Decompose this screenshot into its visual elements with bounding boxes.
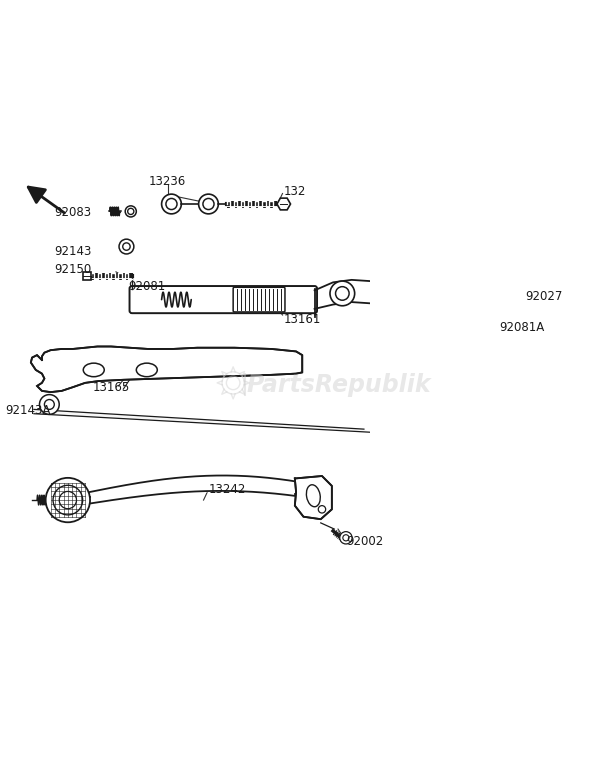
FancyBboxPatch shape (130, 286, 317, 313)
Circle shape (119, 239, 134, 254)
Text: 132: 132 (284, 184, 306, 198)
Circle shape (330, 281, 355, 306)
Circle shape (161, 194, 181, 214)
Polygon shape (31, 346, 302, 392)
Ellipse shape (307, 484, 320, 507)
Circle shape (335, 287, 349, 300)
Ellipse shape (83, 363, 104, 377)
Text: 92150: 92150 (54, 264, 91, 277)
FancyBboxPatch shape (233, 288, 285, 312)
Circle shape (502, 298, 523, 319)
Circle shape (203, 198, 214, 209)
Text: 92143A: 92143A (5, 404, 50, 417)
Circle shape (40, 394, 59, 415)
Text: PartsRepublik: PartsRepublik (247, 373, 431, 397)
Circle shape (166, 198, 177, 209)
Polygon shape (34, 409, 370, 432)
Circle shape (199, 194, 218, 214)
Text: 92002: 92002 (347, 535, 384, 548)
Text: 13165: 13165 (92, 381, 130, 394)
Circle shape (343, 535, 349, 541)
Circle shape (340, 532, 352, 544)
Text: 92027: 92027 (526, 290, 563, 303)
Ellipse shape (136, 363, 157, 377)
Circle shape (318, 505, 326, 513)
Text: 92081: 92081 (128, 280, 166, 292)
Text: 13161: 13161 (284, 313, 321, 326)
Text: 92081A: 92081A (500, 321, 545, 334)
Circle shape (128, 208, 134, 215)
Circle shape (53, 485, 83, 515)
Circle shape (44, 400, 54, 409)
Circle shape (46, 478, 90, 522)
Circle shape (492, 289, 532, 329)
Text: 13236: 13236 (149, 174, 187, 188)
Circle shape (59, 491, 76, 508)
Polygon shape (277, 198, 290, 210)
Polygon shape (295, 476, 332, 519)
Text: 92143: 92143 (54, 245, 91, 258)
Circle shape (125, 206, 136, 217)
Circle shape (123, 243, 130, 250)
Text: 13242: 13242 (208, 483, 246, 496)
Text: 92083: 92083 (54, 205, 91, 219)
Bar (83, 272, 91, 281)
